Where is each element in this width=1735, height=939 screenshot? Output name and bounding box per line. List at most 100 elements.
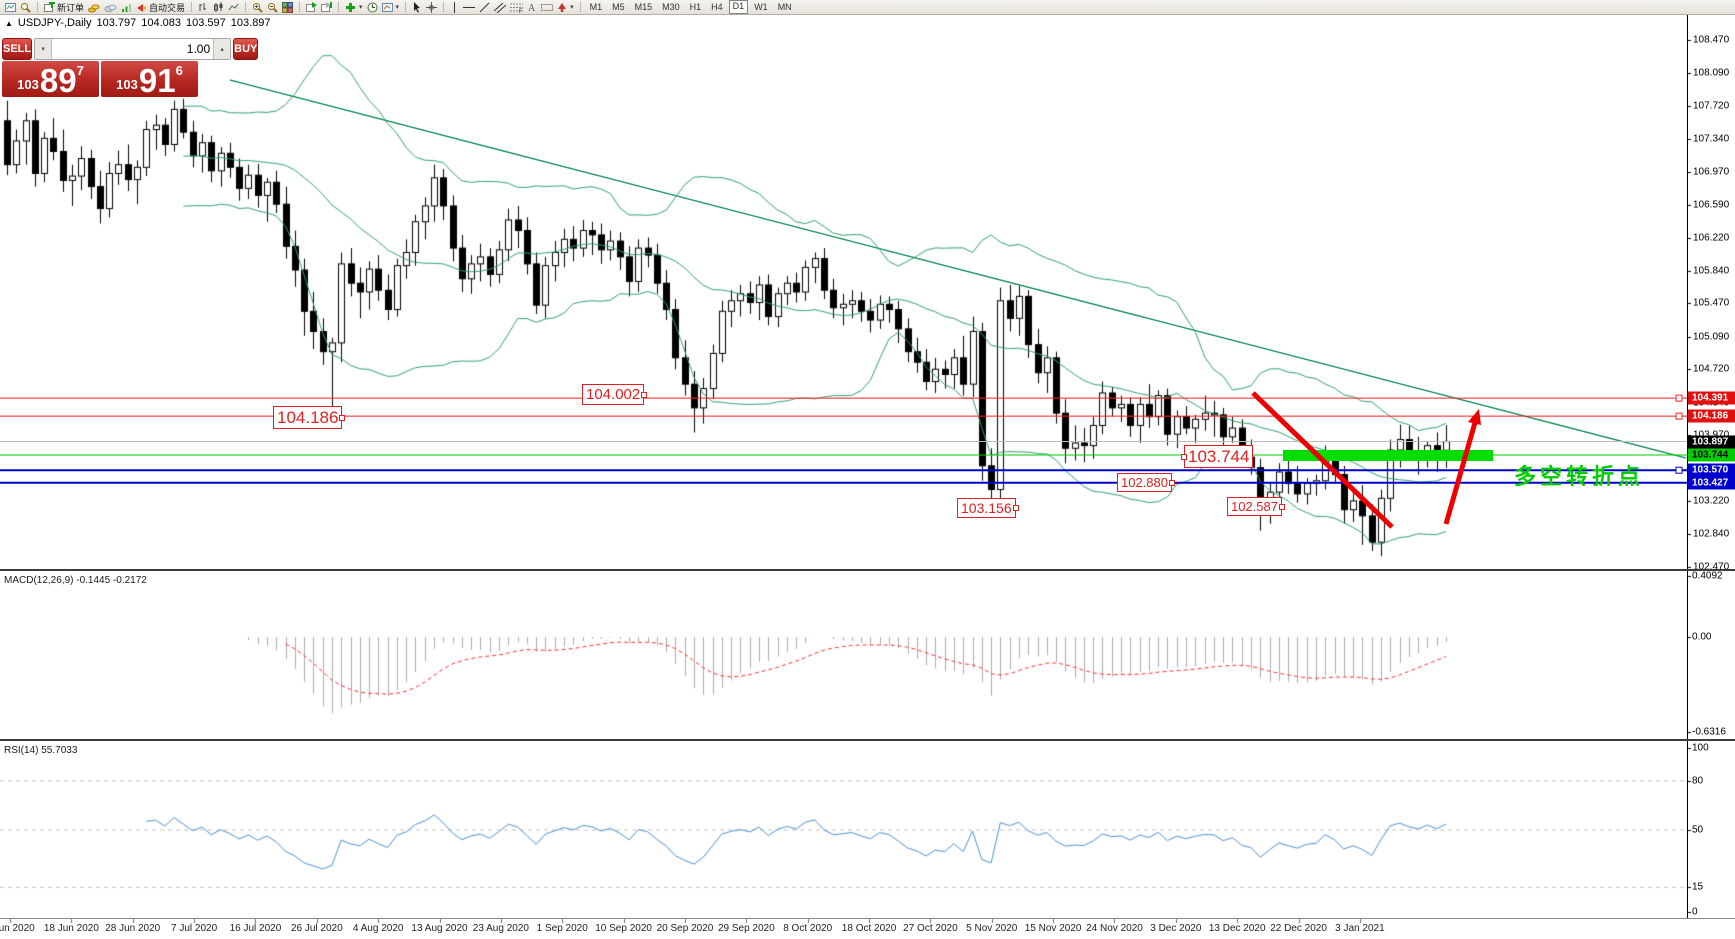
rsi-axis-tick: 100 [1692,742,1709,754]
dropdown-icon: ▾ [570,4,574,11]
add-indicator-button[interactable]: ▾ [343,1,365,14]
label-anchor-handle[interactable] [1169,479,1175,486]
bull-bear-pivot-note[interactable]: 多空转折点 [1514,464,1645,489]
date-label: 20 Sep 2020 [656,923,714,934]
cloud-icon[interactable] [102,1,119,14]
buy-price-display[interactable]: 103 91 6 [101,61,198,97]
rsi-axis-tick: 50 [1692,824,1704,836]
arrows-tool[interactable]: ▾ [555,1,576,14]
macd-axis-tick: 0.4092 [1692,570,1723,582]
ohlc-high: 104.083 [141,17,182,29]
line-chart-type-icon[interactable] [226,1,241,14]
text-tool[interactable]: A [525,1,539,14]
templates-button[interactable]: ▾ [380,1,402,14]
pane-separator-main-macd[interactable] [0,569,1735,571]
pane-separator-macd-rsi[interactable] [0,739,1735,741]
toolbar-separator [443,2,445,12]
date-label: 28 Jun 2020 [105,923,161,934]
volume-up-button[interactable]: ▴ [213,39,231,59]
date-label: 22 Dec 2020 [1270,923,1327,934]
timeframe-group: M1 M5 M15 M30 H1 H4 D1 W1 MN [585,0,797,14]
timeframe-w1[interactable]: W1 [754,2,768,12]
price-note-102880[interactable]: 102.880 [1117,473,1175,492]
chart-shift-icon[interactable] [319,1,334,14]
timeframe-d1[interactable]: D1 [728,0,749,14]
price-tick: 106.220 [1693,232,1730,244]
sell-price-pip: 7 [76,63,84,78]
timeframe-m1[interactable]: M1 [589,2,603,12]
new-order-button[interactable]: 新订单 [42,1,86,14]
label-anchor-handle[interactable] [1181,453,1187,460]
price-tag-103744: 103.744 [1688,448,1735,462]
auto-scroll-icon[interactable] [304,1,319,14]
zoom-in-icon[interactable] [250,1,265,14]
price-note-102587[interactable]: 102.587 [1227,497,1285,516]
timeframe-m15[interactable]: M15 [634,2,653,12]
date-label: 4 Aug 2020 [352,923,404,934]
label-anchor-handle[interactable] [1279,503,1285,510]
zoom-window-icon[interactable] [18,1,33,14]
bar-chart-type-icon[interactable] [196,1,211,14]
date-label: 13 Aug 2020 [411,923,468,934]
dropdown-icon: ▾ [359,4,363,11]
price-tick: 107.340 [1693,133,1730,145]
timeframe-h1[interactable]: H1 [689,2,702,12]
label-anchor-handle[interactable] [641,391,648,398]
date-label: 23 Aug 2020 [472,923,529,934]
price-note-103744[interactable]: 103.744 [1181,445,1254,468]
auto-trading-button[interactable]: 自动交易 [134,1,187,14]
candle-chart-type-icon[interactable] [211,1,226,14]
ohlc-low: 103.597 [186,17,226,29]
date-label: 7 Jul 2020 [171,923,218,934]
text-label-tool[interactable] [539,1,555,14]
period-clock-icon[interactable] [365,1,380,14]
date-label: 18 Jun 2020 [43,923,99,934]
symbol-marker-icon[interactable]: ▲ [5,18,13,28]
toolbar-separator [37,2,38,12]
template-icon [381,2,393,12]
zoom-out-icon[interactable] [265,1,280,14]
equidistant-channel-tool[interactable] [492,1,508,14]
date-label: 13 Dec 2020 [1208,923,1266,934]
sell-button[interactable]: SELL [2,38,33,60]
timeframe-m30[interactable]: M30 [662,2,680,12]
sell-price-display[interactable]: 103 89 7 [2,61,99,97]
trendline-tool[interactable] [477,1,492,14]
chart-window-icon[interactable] [3,1,18,14]
buy-button[interactable]: BUY [233,38,259,60]
price-note-104186[interactable]: 104.186 [273,406,346,429]
toolbar-separator [579,2,581,12]
label-anchor-handle[interactable] [1012,505,1019,511]
timeframe-h4[interactable]: H4 [711,2,723,12]
timeframe-mn[interactable]: MN [777,2,792,12]
price-tick: 107.720 [1693,100,1730,112]
price-tag-103427: 103.427 [1688,476,1735,490]
price-tick: 104.720 [1693,363,1730,375]
date-label: 10 Sep 2020 [595,923,652,934]
date-label: 3 Jan 2021 [1335,923,1385,934]
label-anchor-handle[interactable] [339,414,346,421]
fibonacci-tool[interactable]: F [508,1,525,14]
timeframe-m5[interactable]: M5 [612,2,625,12]
date-label: 16 Jul 2020 [229,923,282,934]
cursor-tool[interactable] [410,1,424,14]
signal-icon[interactable] [119,1,134,14]
volume-down-button[interactable]: ▾ [35,39,53,59]
date-label: 26 Jul 2020 [290,923,343,934]
horizontal-line-tool[interactable] [461,1,477,14]
ohlc-close: 103.897 [230,17,271,29]
price-tick: 103.220 [1693,495,1730,507]
vertical-line-tool[interactable] [448,1,461,14]
gold-icon[interactable] [86,1,102,14]
price-note-104002[interactable]: 104.002 [582,384,648,405]
crosshair-tool[interactable] [424,1,439,14]
price-note-103156[interactable]: 103.156 [957,498,1019,518]
volume-input[interactable] [52,39,214,59]
arrow-shape-icon [558,2,567,12]
new-order-label: 新订单 [57,2,85,13]
date-label: 29 Sep 2020 [717,923,775,934]
tile-windows-icon[interactable] [280,1,295,14]
date-label: 24 Nov 2020 [1086,923,1143,934]
